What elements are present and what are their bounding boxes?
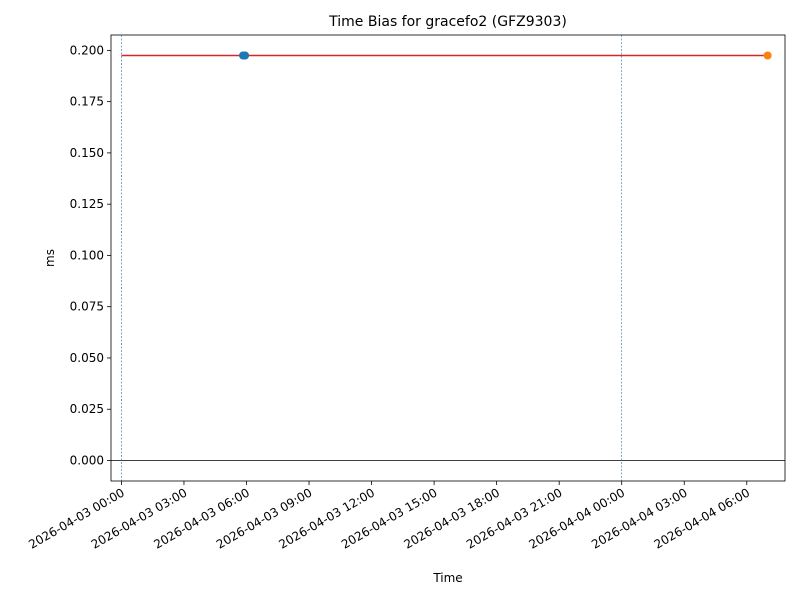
y-axis: 0.000 0.025 0.050 0.075 0.100 0.125 0.150 0.175… (70, 43, 111, 467)
y-tick-label: 0.025 (70, 402, 104, 416)
plot-frame (110, 34, 786, 482)
y-tick-label: 0.000 (70, 453, 104, 467)
y-tick-label: 0.075 (70, 300, 104, 314)
y-tick-label: 0.125 (70, 197, 104, 211)
y-tick-label: 0.050 (70, 351, 104, 365)
y-tick-label: 0.200 (70, 43, 104, 57)
data-point (763, 51, 772, 60)
y-axis-title: ms (43, 249, 57, 267)
chart-title: Time Bias for gracefo2 (GFZ9303) (328, 14, 567, 30)
y-tick-label: 0.100 (70, 248, 104, 262)
plot-area (111, 35, 785, 481)
x-axis-title: Time (432, 571, 462, 585)
y-tick-label: 0.150 (70, 146, 104, 160)
y-tick-label: 0.175 (70, 95, 104, 109)
data-point (241, 51, 250, 60)
